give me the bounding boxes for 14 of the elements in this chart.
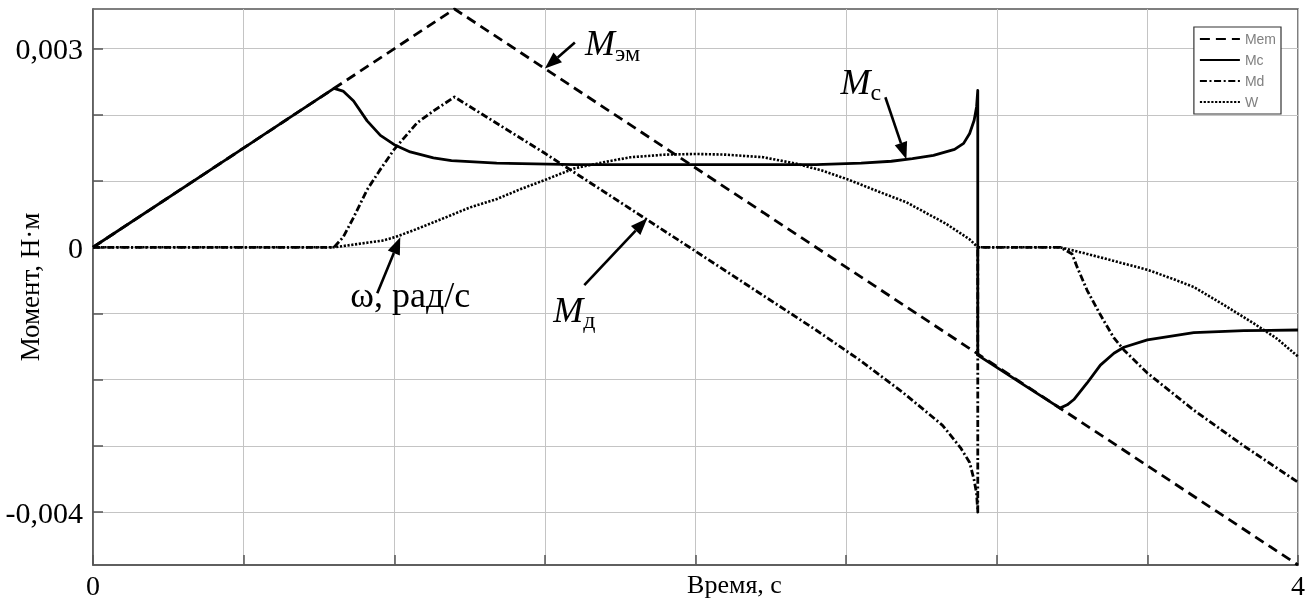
x-tick-label: 4	[1291, 569, 1305, 601]
y-axis-title: Момент, Н·м	[14, 212, 45, 362]
annotation: ω, рад/с	[350, 275, 471, 316]
x-axis-title: Время, с	[687, 569, 782, 599]
legend-label: Mc	[1244, 52, 1264, 68]
legend-label: W	[1244, 94, 1259, 110]
legend-label: Md	[1244, 73, 1265, 89]
annotation: M$_{с}$	[839, 62, 882, 106]
y-tick-label: 0	[68, 230, 83, 264]
y-tick-label: -0,004	[5, 495, 83, 529]
y-tick-label: 0,003	[15, 32, 83, 66]
legend-label: Mem	[1244, 31, 1277, 47]
annotation: M$_{эм}$	[583, 22, 641, 66]
annotation: M$_{д}$	[552, 290, 596, 334]
